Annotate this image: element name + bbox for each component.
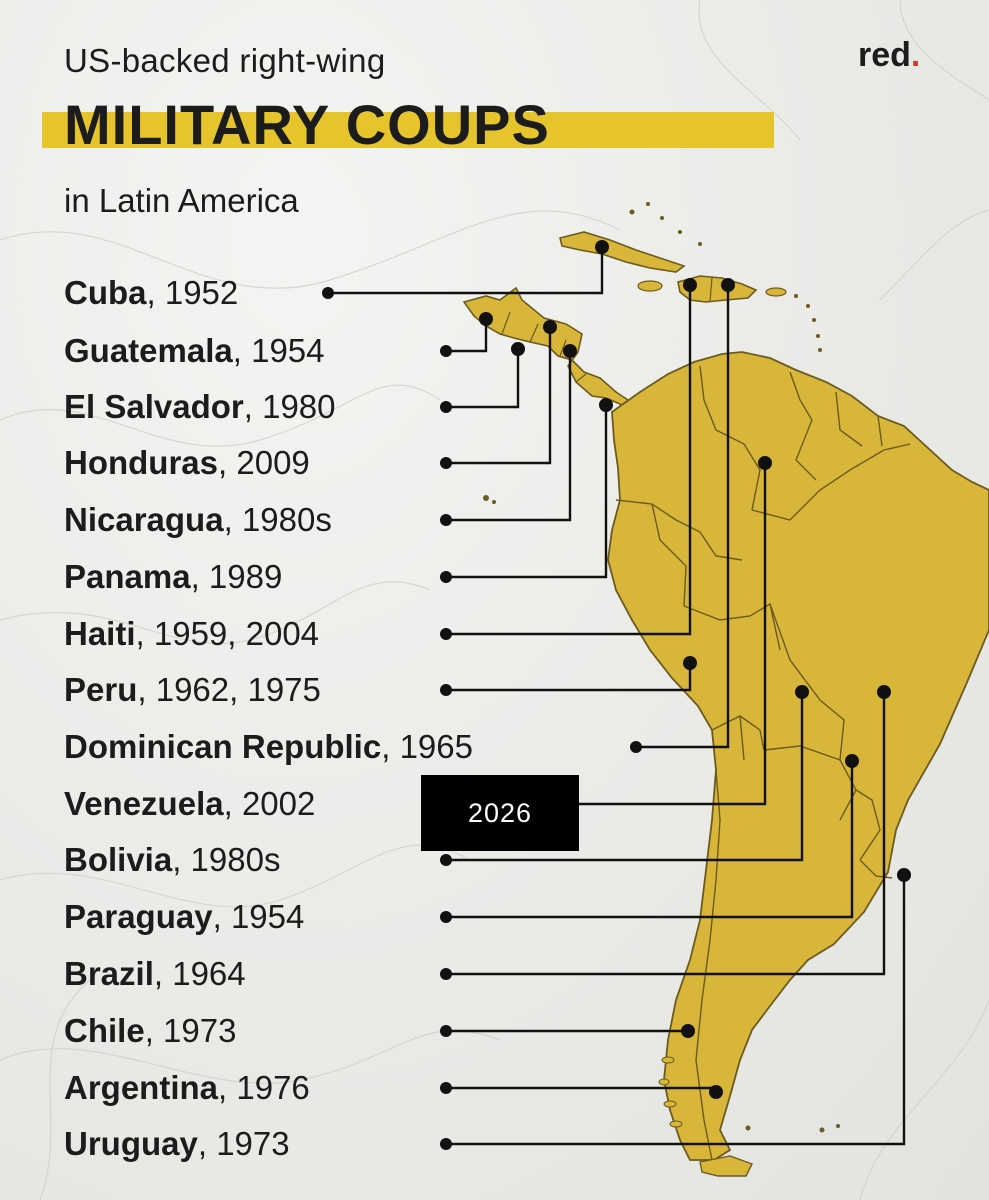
coup-years: 1952 bbox=[164, 274, 239, 311]
country-name: Peru bbox=[64, 671, 138, 708]
coup-years: 2009 bbox=[236, 444, 310, 481]
country-name: Venezuela bbox=[64, 785, 224, 822]
subtitle-top: US-backed right-wing bbox=[64, 42, 386, 79]
country-name: Dominican Republic bbox=[64, 728, 382, 765]
leader-lines bbox=[328, 247, 906, 1146]
country-name: Chile bbox=[64, 1012, 145, 1049]
brand-logo: red. bbox=[858, 36, 920, 75]
coup-entry-guatemala: Guatemala, 1954 bbox=[64, 332, 325, 369]
south-america-landmass bbox=[607, 351, 989, 1161]
central-america-landmass bbox=[462, 286, 642, 420]
coup-entry-argentina: Argentina, 1976 bbox=[64, 1069, 310, 1106]
title-highlight-bar bbox=[42, 112, 774, 148]
coup-years: 1973 bbox=[216, 1125, 290, 1162]
hispaniola-landmass bbox=[677, 275, 758, 303]
coup-entry-chile: Chile, 1973 bbox=[64, 1012, 237, 1049]
country-name: Guatemala bbox=[64, 332, 233, 369]
coup-years: 1959, 2004 bbox=[153, 615, 320, 652]
country-name: Haiti bbox=[64, 615, 136, 652]
country-name: El Salvador bbox=[64, 388, 244, 425]
country-name: Cuba bbox=[64, 274, 147, 311]
country-name: Paraguay bbox=[64, 898, 213, 935]
country-name: Argentina bbox=[64, 1069, 219, 1106]
coup-entry-venezuela: Venezuela, 2002 bbox=[64, 785, 316, 822]
coup-entry-el-salvador: El Salvador, 1980 bbox=[64, 388, 336, 425]
coup-years: 1989 bbox=[208, 558, 283, 595]
cuba-landmass bbox=[559, 231, 686, 273]
year-badge: 2026 bbox=[421, 775, 579, 851]
coup-years: 1976 bbox=[236, 1069, 310, 1106]
coup-entry-cuba: Cuba, 1952 bbox=[64, 274, 239, 311]
coup-entry-haiti: Haiti, 1959, 2004 bbox=[64, 615, 320, 652]
coup-years: 1980s bbox=[241, 501, 332, 538]
coup-entry-dominican-republic: Dominican Republic, 1965 bbox=[64, 728, 473, 765]
country-markers bbox=[479, 240, 911, 1099]
coup-entry-peru: Peru, 1962, 1975 bbox=[64, 671, 321, 708]
coup-entry-uruguay: Uruguay, 1973 bbox=[64, 1125, 290, 1162]
coup-entry-paraguay: Paraguay, 1954 bbox=[64, 898, 305, 935]
coup-years: 1954 bbox=[251, 332, 325, 369]
subtitle-bottom: in Latin America bbox=[64, 182, 299, 219]
country-name: Bolivia bbox=[64, 841, 173, 878]
country-borders bbox=[615, 365, 911, 1161]
coup-years: 1964 bbox=[172, 955, 246, 992]
brand-name: red bbox=[858, 36, 911, 74]
coup-entry-bolivia: Bolivia, 1980s bbox=[64, 841, 281, 878]
country-name: Nicaragua bbox=[64, 501, 224, 538]
coup-entry-honduras: Honduras, 2009 bbox=[64, 444, 310, 481]
coup-entry-nicaragua: Nicaragua, 1980s bbox=[64, 501, 332, 538]
coup-years: 1980s bbox=[190, 841, 281, 878]
brand-dot: . bbox=[910, 36, 921, 74]
page-title: MILITARY COUPS bbox=[64, 93, 550, 156]
coup-years: 1980 bbox=[262, 388, 336, 425]
coup-years: 1973 bbox=[163, 1012, 237, 1049]
country-name: Brazil bbox=[64, 955, 154, 992]
coup-entry-panama: Panama, 1989 bbox=[64, 558, 283, 595]
caribbean-islets bbox=[483, 202, 840, 1133]
coup-entry-brazil: Brazil, 1964 bbox=[64, 955, 246, 992]
country-name: Uruguay bbox=[64, 1125, 198, 1162]
coup-years: 2002 bbox=[241, 785, 316, 822]
country-name: Panama bbox=[64, 558, 191, 595]
coup-years: 1965 bbox=[399, 728, 473, 765]
country-name: Honduras bbox=[64, 444, 219, 481]
coup-years: 1954 bbox=[230, 898, 305, 935]
label-dots bbox=[322, 287, 642, 1150]
coup-years: 1962, 1975 bbox=[155, 671, 321, 708]
